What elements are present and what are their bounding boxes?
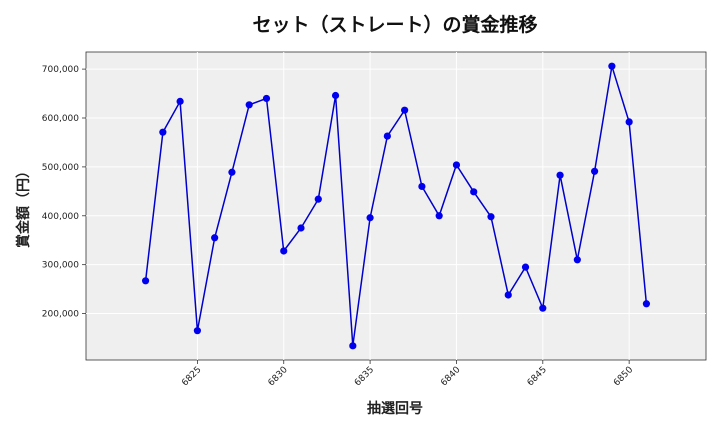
series-line-group [141, 62, 651, 350]
y-tick-label: 500,000 [42, 163, 79, 173]
data-point [331, 91, 340, 100]
data-point [262, 94, 271, 103]
data-point [314, 195, 322, 203]
data-point [470, 188, 478, 196]
data-point [539, 304, 547, 312]
x-axis-label: 抽選回号 [367, 400, 423, 417]
y-tick-label: 400,000 [42, 212, 79, 222]
data-point [297, 224, 305, 232]
data-point [245, 101, 253, 109]
data-point [141, 277, 150, 285]
x-tick-label: 6840 [439, 365, 462, 388]
y-axis-label: 賞金額（円） [15, 164, 32, 248]
data-point [159, 128, 167, 136]
x-tick-label: 6850 [612, 365, 635, 388]
data-point [521, 263, 530, 271]
x-tick-label: 6835 [353, 365, 376, 388]
data-point [193, 327, 201, 335]
data-point [573, 256, 581, 264]
x-tick-label: 6830 [267, 365, 290, 388]
series-line [144, 65, 648, 346]
data-point [228, 168, 236, 176]
data-point [556, 171, 564, 179]
x-axis: 6825 6830 6835 6840 6845 6850 [180, 360, 635, 388]
y-tick-label: 200,000 [42, 310, 79, 320]
data-point [176, 97, 184, 105]
data-point [452, 161, 461, 169]
x-tick-label: 6845 [526, 365, 549, 388]
data-point [642, 300, 651, 308]
data-point [366, 214, 374, 222]
data-point [435, 212, 443, 220]
data-point [401, 106, 409, 114]
y-axis: 200,000 300,000 400,000 500,000 600,000 700,0… [42, 65, 86, 320]
x-tick-label: 6825 [180, 365, 203, 388]
chart-title: セット（ストレート）の賞金推移 [252, 13, 537, 36]
data-point [608, 62, 616, 70]
y-tick-label: 300,000 [42, 261, 79, 271]
data-point [487, 213, 495, 221]
data-point [591, 167, 599, 175]
data-point [383, 132, 391, 140]
y-tick-label: 700,000 [42, 65, 79, 75]
data-point [280, 247, 288, 255]
data-point [625, 118, 633, 126]
data-point [504, 291, 512, 299]
data-point [349, 342, 357, 350]
plot-area [85, 51, 707, 361]
data-point [211, 234, 219, 242]
data-point [418, 182, 426, 191]
y-tick-label: 600,000 [42, 114, 79, 124]
grid-lines [86, 52, 706, 360]
